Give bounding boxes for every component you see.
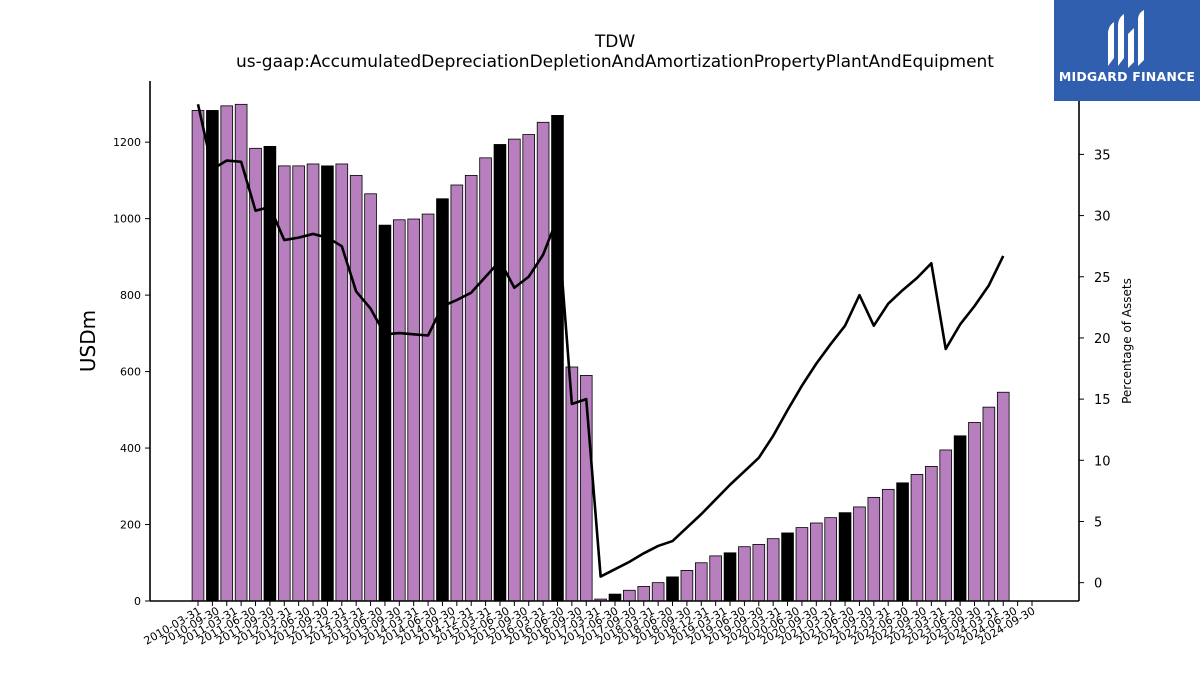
bar — [968, 422, 981, 602]
y-tick-label: 600 — [120, 366, 141, 379]
bar — [651, 582, 665, 602]
bar — [436, 198, 449, 602]
chart-title: TDW — [594, 32, 636, 52]
y2-tick-label: 15 — [1094, 393, 1111, 408]
bar — [306, 163, 320, 602]
bar — [637, 586, 651, 602]
bar — [723, 552, 737, 602]
logo-text: MIDGARD FINANCE — [1058, 69, 1196, 84]
bar — [536, 121, 550, 602]
midgard-logo-icon — [1108, 10, 1144, 68]
bar — [953, 435, 967, 602]
brand-logo: MIDGARD FINANCE — [1054, 0, 1200, 101]
y-tick-label: 1000 — [113, 213, 141, 226]
bar — [249, 147, 262, 602]
bar — [464, 175, 478, 602]
y-tick-label: 400 — [120, 442, 141, 455]
bar — [522, 134, 536, 602]
bar — [321, 165, 334, 602]
bar — [738, 546, 751, 602]
y2-tick-label: 20 — [1094, 332, 1111, 347]
bar — [853, 506, 866, 602]
bar — [623, 589, 636, 602]
y-tick-label: 1200 — [113, 136, 141, 149]
bar — [709, 555, 722, 602]
bar — [608, 593, 622, 602]
bar — [349, 175, 363, 602]
y2-tick-label: 5 — [1094, 515, 1102, 530]
bar — [910, 474, 924, 602]
bar — [191, 110, 205, 602]
bar — [680, 570, 694, 602]
bar — [881, 488, 895, 602]
y2-tick-label: 0 — [1094, 577, 1102, 592]
bar — [838, 512, 852, 602]
bar — [810, 522, 823, 602]
bar — [407, 218, 420, 602]
bar — [795, 527, 809, 602]
bar — [421, 213, 435, 602]
y2-tick-label: 35 — [1094, 148, 1111, 163]
bar — [508, 138, 521, 602]
bar — [206, 110, 219, 602]
bar — [896, 482, 909, 602]
y-tick-label: 0 — [134, 595, 141, 608]
bar — [824, 517, 837, 602]
bar — [925, 466, 938, 602]
bar — [479, 157, 492, 602]
chart-subtitle: us-gaap:AccumulatedDepreciationDepletion… — [236, 52, 994, 72]
percentage-line — [196, 103, 1005, 578]
bar — [450, 184, 464, 602]
bar — [781, 532, 794, 602]
y-axis-label: USDm — [76, 310, 100, 372]
bar — [939, 449, 953, 602]
bar — [220, 105, 234, 602]
bar — [364, 193, 377, 602]
y2-tick-label: 25 — [1094, 271, 1111, 286]
bar — [393, 219, 406, 602]
bar — [694, 562, 708, 602]
y-tick-label: 800 — [120, 289, 141, 302]
bar — [378, 224, 392, 602]
bar — [551, 115, 564, 602]
bar — [996, 391, 1010, 602]
y2-axis-label: Percentage of Assets — [1120, 278, 1134, 404]
bar — [982, 406, 996, 602]
y2-tick-label: 10 — [1094, 454, 1111, 469]
bar — [292, 165, 305, 602]
y2-tick-label: 30 — [1094, 210, 1111, 225]
bar — [666, 576, 679, 602]
bar — [766, 538, 780, 602]
y-tick-label: 200 — [120, 519, 141, 532]
bar — [335, 163, 349, 602]
bar — [493, 144, 507, 602]
bar — [752, 544, 766, 602]
bar — [867, 496, 881, 602]
